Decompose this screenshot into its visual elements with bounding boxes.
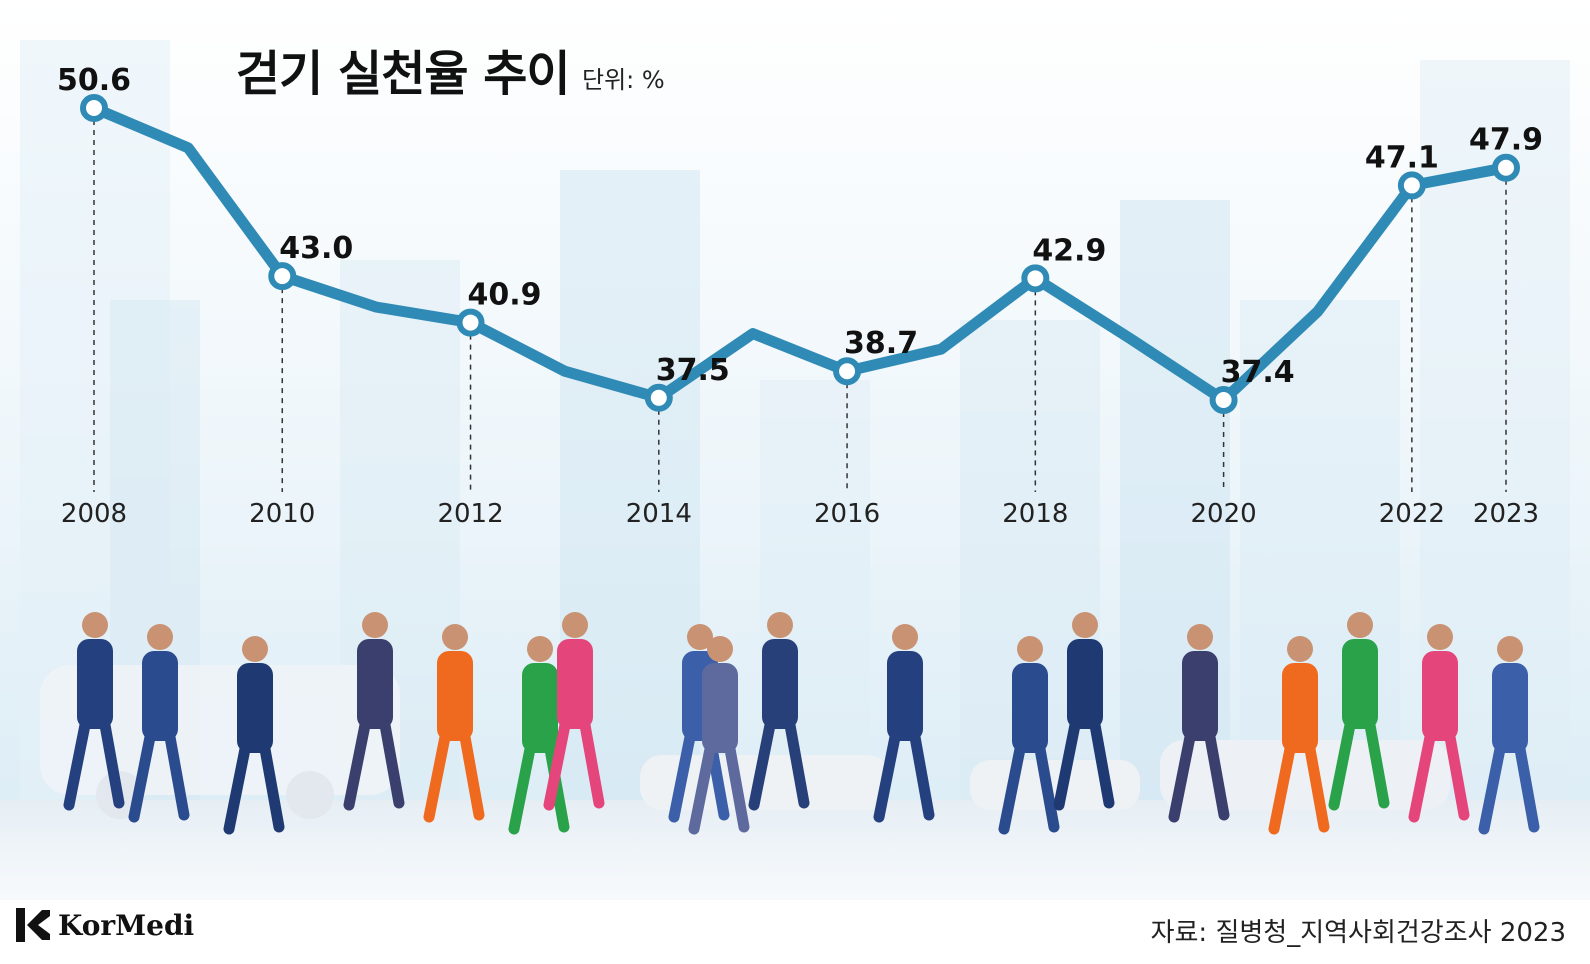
person-body <box>1282 663 1318 753</box>
data-label: 50.6 <box>57 63 131 98</box>
data-label: 37.5 <box>656 353 730 388</box>
person-body <box>1342 639 1378 729</box>
person-legs <box>1328 719 1390 811</box>
data-point <box>833 357 862 386</box>
person-body <box>1422 651 1458 741</box>
person-head <box>82 612 108 638</box>
person-body <box>237 663 273 753</box>
x-tick-label: 2023 <box>1473 499 1539 529</box>
person-legs <box>423 731 485 823</box>
unit-label: 단위: % <box>582 66 665 94</box>
person-body <box>1182 651 1218 741</box>
x-tick-label: 2010 <box>249 499 315 529</box>
person-head <box>1427 624 1453 650</box>
data-point <box>1492 153 1520 182</box>
person-legs <box>748 719 810 811</box>
person-body <box>522 663 558 753</box>
x-tick-label: 2022 <box>1379 499 1445 529</box>
person-body <box>437 651 473 741</box>
person-body <box>357 639 393 729</box>
brand-name: KorMedi <box>58 908 195 942</box>
building <box>760 380 870 800</box>
x-tick-label: 2008 <box>61 499 127 529</box>
bus <box>40 665 400 795</box>
city-background <box>0 0 1590 900</box>
person-head <box>1187 624 1213 650</box>
person-legs <box>128 731 190 823</box>
data-label: 42.9 <box>1032 233 1106 268</box>
data-point <box>80 94 108 122</box>
person-body <box>1067 639 1103 729</box>
person-legs <box>1053 719 1115 811</box>
person-head <box>892 624 918 650</box>
person-body <box>142 651 178 741</box>
person-legs <box>1168 731 1230 823</box>
person-legs <box>998 743 1060 835</box>
person-head <box>442 624 468 650</box>
x-tick-label: 2016 <box>814 499 880 529</box>
person-head <box>707 636 733 662</box>
data-points <box>80 94 1520 414</box>
person-body <box>702 663 738 753</box>
data-label: 47.1 <box>1365 140 1439 175</box>
person-head <box>1072 612 1098 638</box>
data-point <box>1397 171 1426 200</box>
x-axis-tick-labels: 2008 2010 2012 2014 2016 2018 2020 2022 2023 <box>61 499 1539 529</box>
x-tick-label: 2012 <box>437 499 503 529</box>
data-point <box>456 308 485 337</box>
x-tick-label: 2014 <box>626 499 692 529</box>
person-head <box>1347 612 1373 638</box>
data-point <box>644 383 673 412</box>
series-line <box>88 102 1512 406</box>
data-label: 40.9 <box>468 278 542 313</box>
brand-logo: KorMedi <box>16 908 194 942</box>
data-labels: 50.6 43.0 40.9 37.5 38.7 42.9 37.4 47.1 47.9 <box>57 63 1543 390</box>
data-point <box>268 262 297 291</box>
data-label: 43.0 <box>279 231 353 266</box>
person-legs <box>343 719 405 811</box>
person-head <box>1017 636 1043 662</box>
person-legs <box>63 719 125 811</box>
person-head <box>362 612 388 638</box>
person-head <box>687 624 713 650</box>
person-head <box>1497 636 1523 662</box>
data-label: 47.9 <box>1469 123 1543 158</box>
x-tick-label: 2018 <box>1002 499 1068 529</box>
person-body <box>77 639 113 729</box>
floor <box>0 800 1590 900</box>
person-body <box>1012 663 1048 753</box>
x-tick-label: 2020 <box>1191 499 1257 529</box>
person-legs <box>688 743 750 835</box>
data-label: 38.7 <box>844 326 918 361</box>
series-line-path <box>88 102 1512 406</box>
person-body <box>762 639 798 729</box>
drop-lines <box>93 120 1507 492</box>
kormedi-logo-icon <box>16 908 50 942</box>
person-head <box>562 612 588 638</box>
bus-wheel <box>286 771 334 819</box>
person-legs <box>873 731 935 823</box>
person-head <box>767 612 793 638</box>
walking-people <box>63 612 1540 835</box>
person-body <box>887 651 923 741</box>
person-legs <box>1268 743 1330 835</box>
data-point <box>1021 264 1050 293</box>
person-body <box>1492 663 1528 753</box>
source-note: 자료: 질병청_지역사회건강조사 2023 <box>1150 918 1566 948</box>
person-head <box>242 636 268 662</box>
person-head <box>1287 636 1313 662</box>
data-point <box>1209 386 1238 414</box>
person-body <box>557 639 593 729</box>
chart-title: 걷기 실천율 추이 <box>236 46 571 102</box>
person-legs <box>223 743 285 835</box>
person-head <box>527 636 553 662</box>
person-legs <box>1478 743 1540 835</box>
person-legs <box>543 719 605 811</box>
data-label: 37.4 <box>1221 355 1295 390</box>
person-legs <box>1408 731 1470 823</box>
person-head <box>147 624 173 650</box>
